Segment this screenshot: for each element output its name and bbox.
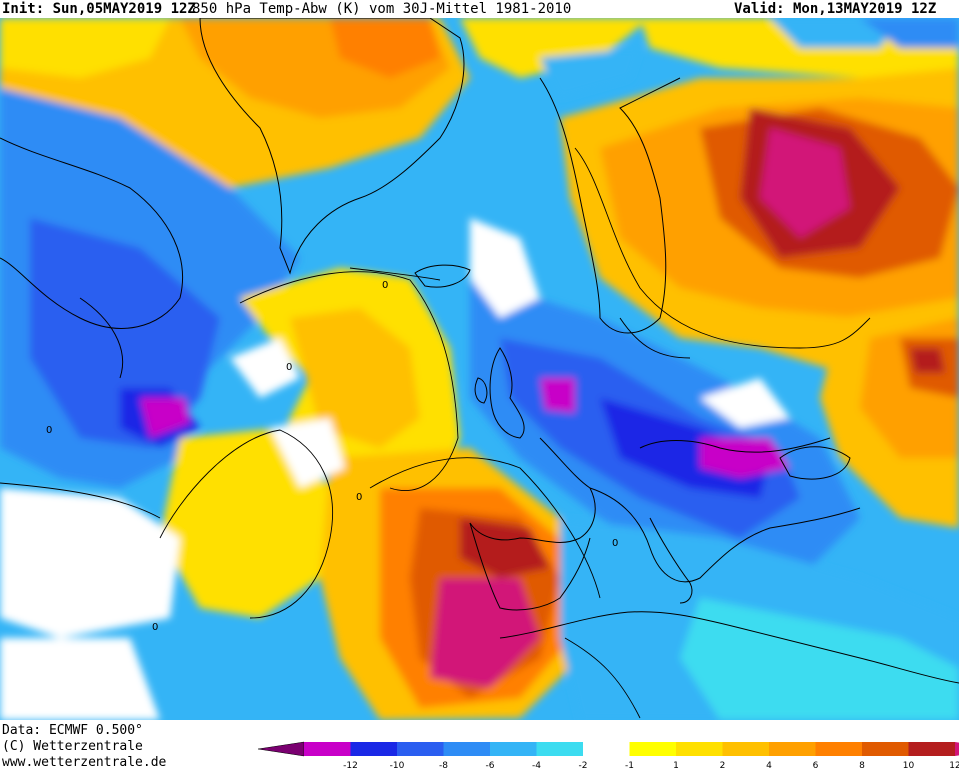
legend-bin bbox=[676, 742, 723, 756]
init-time-label: Init: Sun,05MAY2019 12Z bbox=[2, 1, 196, 17]
legend-bin bbox=[583, 742, 630, 756]
legend-bin bbox=[304, 742, 351, 756]
legend-tick-label: 1 bbox=[673, 761, 679, 770]
legend-tick-label: 2 bbox=[720, 761, 726, 770]
contour-label: 0 bbox=[356, 492, 362, 503]
legend-bin bbox=[908, 742, 955, 756]
data-source-label: Data: ECMWF 0.500° bbox=[2, 723, 143, 738]
zero-contour-lines bbox=[0, 147, 871, 719]
legend-tick-label: 4 bbox=[766, 761, 772, 770]
contour-label: 0 bbox=[152, 622, 158, 633]
color-legend: -12 -10 -8 -6 -4 -2 -1 1 2 4 6 8 10 12 bbox=[254, 740, 959, 770]
legend-bin bbox=[350, 742, 397, 756]
legend-bin bbox=[443, 742, 490, 756]
legend-tick-label: -8 bbox=[439, 761, 448, 770]
website-link[interactable]: www.wetterzentrale.de bbox=[2, 755, 167, 770]
legend-tick-label: -4 bbox=[532, 761, 541, 770]
legend-tick-label: -2 bbox=[579, 761, 588, 770]
legend-bin bbox=[722, 742, 769, 756]
legend-bin bbox=[536, 742, 583, 756]
legend-tick-label: 8 bbox=[859, 761, 865, 770]
legend-tick-label: -6 bbox=[486, 761, 495, 770]
legend-bin bbox=[769, 742, 816, 756]
copyright-label: (C) Wetterzentrale bbox=[2, 739, 143, 754]
legend-tick-label: -1 bbox=[625, 761, 634, 770]
contour-label: 0 bbox=[612, 538, 618, 549]
title-bar: Init: Sun,05MAY2019 12Z 850 hPa Temp-Abw… bbox=[0, 0, 959, 18]
legend-bin bbox=[815, 742, 862, 756]
contour-label: 0 bbox=[286, 362, 292, 373]
legend-tick-label: -10 bbox=[390, 761, 405, 770]
legend-tick-label: 6 bbox=[813, 761, 819, 770]
legend-bin bbox=[490, 742, 537, 756]
legend-bin bbox=[955, 742, 959, 756]
legend-bin bbox=[397, 742, 444, 756]
parameter-label: 850 hPa Temp-Abw (K) vom 30J-Mittel 1981… bbox=[192, 1, 572, 17]
coastlines bbox=[0, 18, 959, 684]
legend-tick-label: -12 bbox=[343, 761, 358, 770]
legend-bin bbox=[862, 742, 909, 756]
legend-bin bbox=[629, 742, 676, 756]
contour-label: 0 bbox=[46, 425, 52, 436]
legend-bin bbox=[257, 741, 305, 757]
legend-tick-label: 12 bbox=[949, 761, 959, 770]
temperature-anomaly-map: 0 0 0 0 0 0 bbox=[0, 18, 959, 720]
contour-label: 0 bbox=[382, 280, 388, 291]
valid-time-label: Valid: Mon,13MAY2019 12Z bbox=[734, 1, 937, 17]
legend-tick-label: 10 bbox=[903, 761, 915, 770]
